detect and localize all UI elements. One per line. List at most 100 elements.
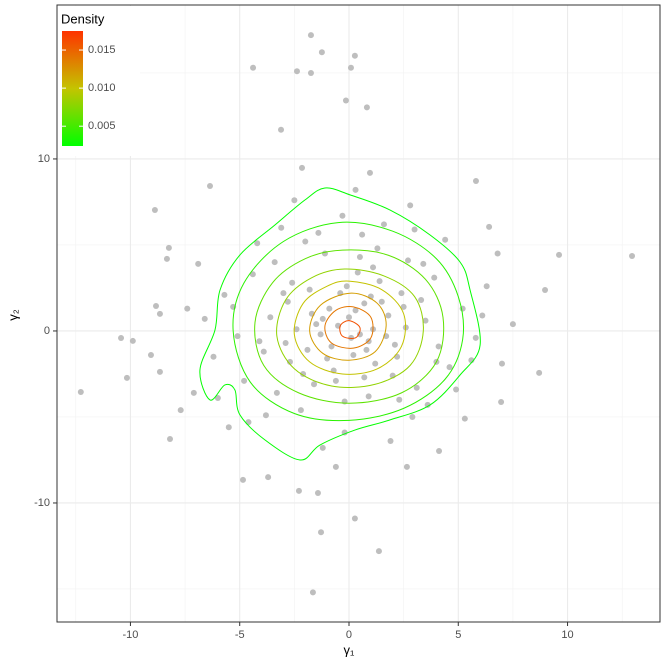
colorbar-tick-label: 0.005 xyxy=(88,120,116,132)
density-contour xyxy=(254,249,445,404)
point xyxy=(195,260,202,267)
point xyxy=(372,360,379,367)
point xyxy=(356,253,363,260)
panel xyxy=(57,5,660,622)
point xyxy=(556,251,563,258)
colorbar-tick-label: 0.010 xyxy=(88,82,116,94)
point xyxy=(206,182,213,189)
point xyxy=(254,240,261,247)
point xyxy=(350,352,357,359)
x-tick-label: -5 xyxy=(235,629,245,641)
point xyxy=(536,369,543,376)
point xyxy=(351,515,358,522)
point xyxy=(359,231,366,238)
point xyxy=(348,334,355,341)
point xyxy=(435,343,442,350)
point xyxy=(363,346,370,353)
density-contour xyxy=(276,268,424,388)
point xyxy=(326,305,333,312)
point xyxy=(291,197,298,204)
point xyxy=(271,259,278,266)
point xyxy=(494,250,501,257)
point xyxy=(352,186,359,193)
point xyxy=(356,331,363,338)
point xyxy=(486,223,493,230)
point xyxy=(177,407,184,414)
point xyxy=(221,291,228,298)
point xyxy=(380,221,387,228)
point xyxy=(378,298,385,305)
point xyxy=(267,314,274,321)
point xyxy=(307,69,314,76)
point xyxy=(317,331,324,338)
point xyxy=(318,49,325,56)
point xyxy=(376,278,383,285)
point xyxy=(201,315,208,322)
point xyxy=(311,381,318,388)
point xyxy=(245,419,252,426)
point xyxy=(342,97,349,104)
point xyxy=(332,463,339,470)
point xyxy=(289,279,296,286)
point xyxy=(409,413,416,420)
point xyxy=(314,489,321,496)
point xyxy=(118,335,125,342)
point xyxy=(332,377,339,384)
point xyxy=(361,300,368,307)
point xyxy=(446,364,453,371)
point xyxy=(400,303,407,310)
point xyxy=(431,274,438,281)
point xyxy=(411,226,418,233)
point xyxy=(387,438,394,445)
point xyxy=(407,202,414,209)
point xyxy=(315,229,322,236)
point xyxy=(304,346,311,353)
point xyxy=(156,368,163,375)
point xyxy=(147,352,154,359)
point xyxy=(370,264,377,271)
point xyxy=(293,68,300,75)
point xyxy=(293,326,300,333)
colorbar xyxy=(62,31,83,146)
point xyxy=(453,386,460,393)
point xyxy=(472,177,479,184)
point xyxy=(420,260,427,267)
point xyxy=(498,398,505,405)
point xyxy=(479,312,486,319)
point xyxy=(398,290,405,297)
point xyxy=(403,463,410,470)
point xyxy=(151,207,158,214)
point xyxy=(210,353,217,360)
point xyxy=(363,104,370,111)
point xyxy=(280,290,287,297)
point xyxy=(396,396,403,403)
point xyxy=(282,339,289,346)
point xyxy=(509,321,516,328)
y-tick-label: 10 xyxy=(38,153,50,165)
point xyxy=(345,314,352,321)
point xyxy=(365,393,372,400)
point xyxy=(306,286,313,293)
point xyxy=(295,487,302,494)
density-contour xyxy=(324,305,374,349)
point xyxy=(391,341,398,348)
point xyxy=(278,126,285,133)
point xyxy=(483,283,490,290)
x-tick-label: 5 xyxy=(455,629,461,641)
point xyxy=(442,236,449,243)
point xyxy=(436,448,443,455)
point xyxy=(260,348,267,355)
point xyxy=(302,238,309,245)
point xyxy=(214,395,221,402)
density-contour xyxy=(339,320,361,339)
point xyxy=(286,358,293,365)
point xyxy=(300,370,307,377)
density-contour xyxy=(309,292,387,361)
point xyxy=(184,305,191,312)
point xyxy=(153,303,160,310)
point xyxy=(278,224,285,231)
point xyxy=(256,338,263,345)
point xyxy=(385,312,392,319)
point xyxy=(352,307,359,314)
